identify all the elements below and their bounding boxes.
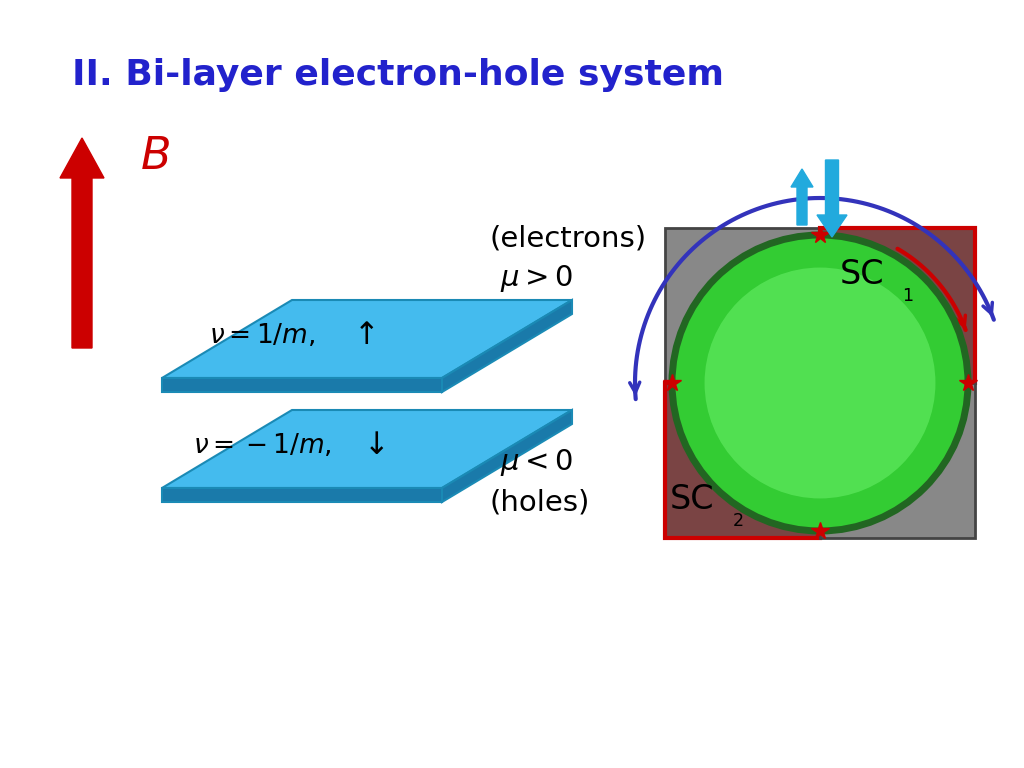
Bar	[665, 228, 820, 383]
Circle shape	[705, 267, 936, 498]
Text: (holes): (holes)	[490, 489, 591, 517]
Polygon shape	[442, 410, 572, 502]
Bar	[820, 383, 975, 538]
Text: SC: SC	[670, 483, 715, 516]
Bar	[665, 383, 820, 538]
Polygon shape	[162, 488, 442, 502]
Text: $\nu = 1/m,$: $\nu = 1/m,$	[209, 322, 315, 349]
Text: $\uparrow$: $\uparrow$	[348, 320, 376, 349]
FancyArrow shape	[60, 138, 104, 348]
Polygon shape	[162, 378, 442, 392]
FancyArrow shape	[791, 169, 813, 225]
Polygon shape	[442, 300, 572, 392]
Circle shape	[672, 235, 968, 531]
Text: II. Bi-layer electron-hole system: II. Bi-layer electron-hole system	[72, 58, 724, 92]
Polygon shape	[162, 300, 572, 378]
Text: $\mu < 0$: $\mu < 0$	[500, 448, 573, 478]
Text: $\mathit{B}$: $\mathit{B}$	[140, 135, 170, 178]
Polygon shape	[162, 410, 572, 488]
Bar	[820, 228, 975, 383]
Text: SC: SC	[840, 258, 885, 291]
Text: $_2$: $_2$	[732, 505, 743, 529]
Text: $_1$: $_1$	[902, 280, 913, 304]
Text: $\nu = -1/m,$: $\nu = -1/m,$	[193, 432, 332, 458]
FancyArrow shape	[817, 160, 847, 237]
Text: $\mu > 0$: $\mu > 0$	[500, 263, 573, 293]
Text: (electrons): (electrons)	[490, 224, 647, 252]
Text: $\downarrow$: $\downarrow$	[358, 431, 386, 459]
